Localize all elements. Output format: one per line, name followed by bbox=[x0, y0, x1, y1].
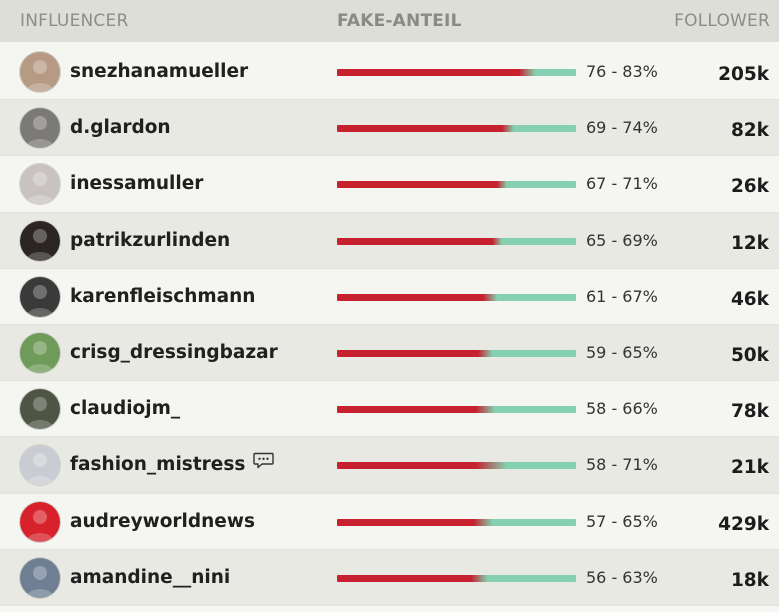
follower-count: 12k bbox=[730, 232, 769, 254]
influencer-name-text: audreyworldnews bbox=[70, 510, 255, 532]
fake-share-bar bbox=[337, 406, 576, 414]
follower-count: 205k bbox=[718, 64, 769, 85]
avatar[interactable] bbox=[20, 108, 60, 149]
influencer-name-text: patrikzurlinden bbox=[70, 229, 231, 251]
follower-count: 82k bbox=[730, 120, 769, 142]
influencer-name-text: karenfleischmann bbox=[70, 285, 256, 307]
influencer-name[interactable]: audreyworldnews bbox=[70, 494, 255, 550]
fake-share-bar bbox=[337, 181, 576, 189]
influencer-name[interactable]: amandine__nini bbox=[70, 550, 230, 606]
table-row[interactable]: inessamuller 67 - 71% 26k bbox=[0, 156, 779, 213]
follower-count: 78k bbox=[730, 401, 769, 423]
follower-count: 26k bbox=[730, 176, 769, 198]
avatar[interactable] bbox=[20, 557, 60, 598]
influencer-name[interactable]: inessamuller bbox=[70, 156, 203, 212]
follower-count: 21k bbox=[730, 457, 769, 479]
influencer-name[interactable]: snezhanamueller bbox=[70, 44, 248, 100]
table-row[interactable]: snezhanamueller 76 - 83% 205k bbox=[0, 44, 779, 101]
header-fake-share: FAKE-ANTEIL bbox=[337, 11, 462, 31]
influencer-name-text: amandine__nini bbox=[70, 566, 231, 588]
avatar[interactable] bbox=[20, 220, 60, 261]
influencer-name[interactable]: d.glardon bbox=[70, 100, 171, 156]
fake-share-bar bbox=[337, 69, 576, 76]
fake-share-bar bbox=[337, 125, 576, 133]
fake-share-bar bbox=[337, 349, 576, 357]
avatar[interactable] bbox=[20, 389, 60, 430]
influencer-name[interactable]: claudiojm_ bbox=[70, 381, 180, 437]
header-follower: FOLLOWER bbox=[674, 11, 770, 31]
follower-count: 50k bbox=[730, 344, 769, 366]
fake-share-bar bbox=[337, 574, 576, 582]
fake-share-bar bbox=[337, 462, 576, 470]
avatar[interactable] bbox=[20, 52, 60, 92]
table-row[interactable]: crisg_dressingbazar 59 - 65% 50k bbox=[0, 324, 779, 382]
table-row[interactable]: fashion_mistress 58 - 71% 21k bbox=[0, 436, 779, 494]
avatar[interactable] bbox=[20, 332, 60, 373]
fake-share-bar bbox=[337, 237, 576, 245]
fake-share-range: 56 - 63% bbox=[586, 567, 658, 587]
fake-share-range: 69 - 74% bbox=[586, 118, 658, 138]
table-row[interactable]: audreyworldnews 57 - 65% 429k bbox=[0, 493, 779, 550]
follower-count: 18k bbox=[730, 569, 769, 591]
avatar[interactable] bbox=[20, 164, 60, 205]
follower-count: 429k bbox=[718, 513, 769, 535]
table-body: snezhanamueller 76 - 83% 205k d.glardon 69 -… bbox=[0, 44, 779, 607]
table-row[interactable]: karenfleischmann 61 - 67% 46k bbox=[0, 268, 779, 326]
comment-icon bbox=[253, 436, 275, 492]
fake-share-range: 61 - 67% bbox=[586, 286, 658, 306]
influencer-name[interactable]: crisg_dressingbazar bbox=[70, 325, 278, 381]
avatar[interactable] bbox=[20, 276, 60, 317]
influencer-name-text: d.glardon bbox=[70, 117, 171, 139]
fake-share-bar bbox=[337, 293, 576, 301]
fake-share-range: 58 - 71% bbox=[586, 455, 658, 475]
fake-share-range: 59 - 65% bbox=[586, 342, 658, 362]
fake-share-range: 76 - 83% bbox=[586, 62, 658, 81]
header-influencer: INFLUENCER bbox=[20, 11, 129, 31]
fake-share-range: 58 - 66% bbox=[586, 399, 658, 419]
influencer-name-text: crisg_dressingbazar bbox=[70, 341, 278, 363]
fake-share-range: 65 - 69% bbox=[586, 230, 658, 250]
follower-count: 46k bbox=[730, 288, 769, 310]
influencer-name-text: snezhanamueller bbox=[70, 61, 249, 82]
influencer-name-text: inessamuller bbox=[70, 173, 204, 195]
avatar[interactable] bbox=[20, 501, 60, 542]
fake-share-range: 57 - 65% bbox=[586, 511, 658, 531]
fake-share-range: 67 - 71% bbox=[586, 174, 658, 194]
table-row[interactable]: d.glardon 69 - 74% 82k bbox=[0, 100, 779, 157]
table-row[interactable]: amandine__nini 56 - 63% 18k bbox=[0, 549, 779, 607]
fake-share-bar bbox=[337, 518, 576, 526]
table-row[interactable]: patrikzurlinden 65 - 69% 12k bbox=[0, 212, 779, 269]
influencer-name[interactable]: karenfleischmann bbox=[70, 269, 255, 325]
influencer-name-text: claudiojm_ bbox=[70, 398, 181, 420]
avatar[interactable] bbox=[20, 445, 60, 486]
influencer-name[interactable]: fashion_mistress bbox=[70, 436, 275, 493]
influencer-name[interactable]: patrikzurlinden bbox=[70, 213, 230, 269]
table-header: INFLUENCER FAKE-ANTEIL FOLLOWER bbox=[0, 0, 779, 42]
influencer-name-text: fashion_mistress bbox=[70, 454, 246, 476]
table-row[interactable]: claudiojm_ 58 - 66% 78k bbox=[0, 381, 779, 438]
